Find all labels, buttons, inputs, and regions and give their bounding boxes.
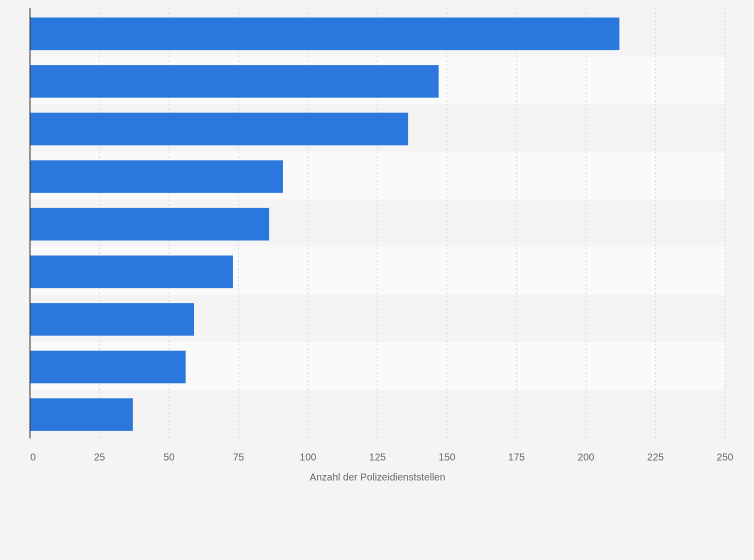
bar: [30, 303, 195, 336]
x-tick-label: 225: [647, 452, 664, 463]
bar: [30, 112, 409, 146]
x-tick-label: 150: [439, 452, 456, 463]
x-tick-label: 250: [717, 452, 734, 463]
bar: [30, 160, 283, 193]
bar: [30, 207, 270, 241]
bar: [30, 255, 233, 289]
bar: [30, 17, 620, 51]
x-axis-title: Anzahl der Polizeidienststellen: [310, 472, 446, 483]
bar: [30, 350, 186, 384]
bar: [30, 398, 133, 431]
x-tick-label: 200: [578, 452, 595, 463]
x-tick-labels: 0 25 50 75 100 125 150 175 200 225 250: [30, 452, 734, 463]
x-tick-label: 75: [233, 452, 245, 463]
bars: [30, 17, 620, 431]
bar: [30, 65, 439, 98]
x-tick-label: 100: [300, 452, 317, 463]
x-tick-label: 175: [508, 452, 525, 463]
x-tick-label: 125: [369, 452, 386, 463]
x-tick-label: 25: [94, 452, 106, 463]
x-tick-label: 50: [163, 452, 175, 463]
x-tick-label: 0: [30, 452, 36, 463]
